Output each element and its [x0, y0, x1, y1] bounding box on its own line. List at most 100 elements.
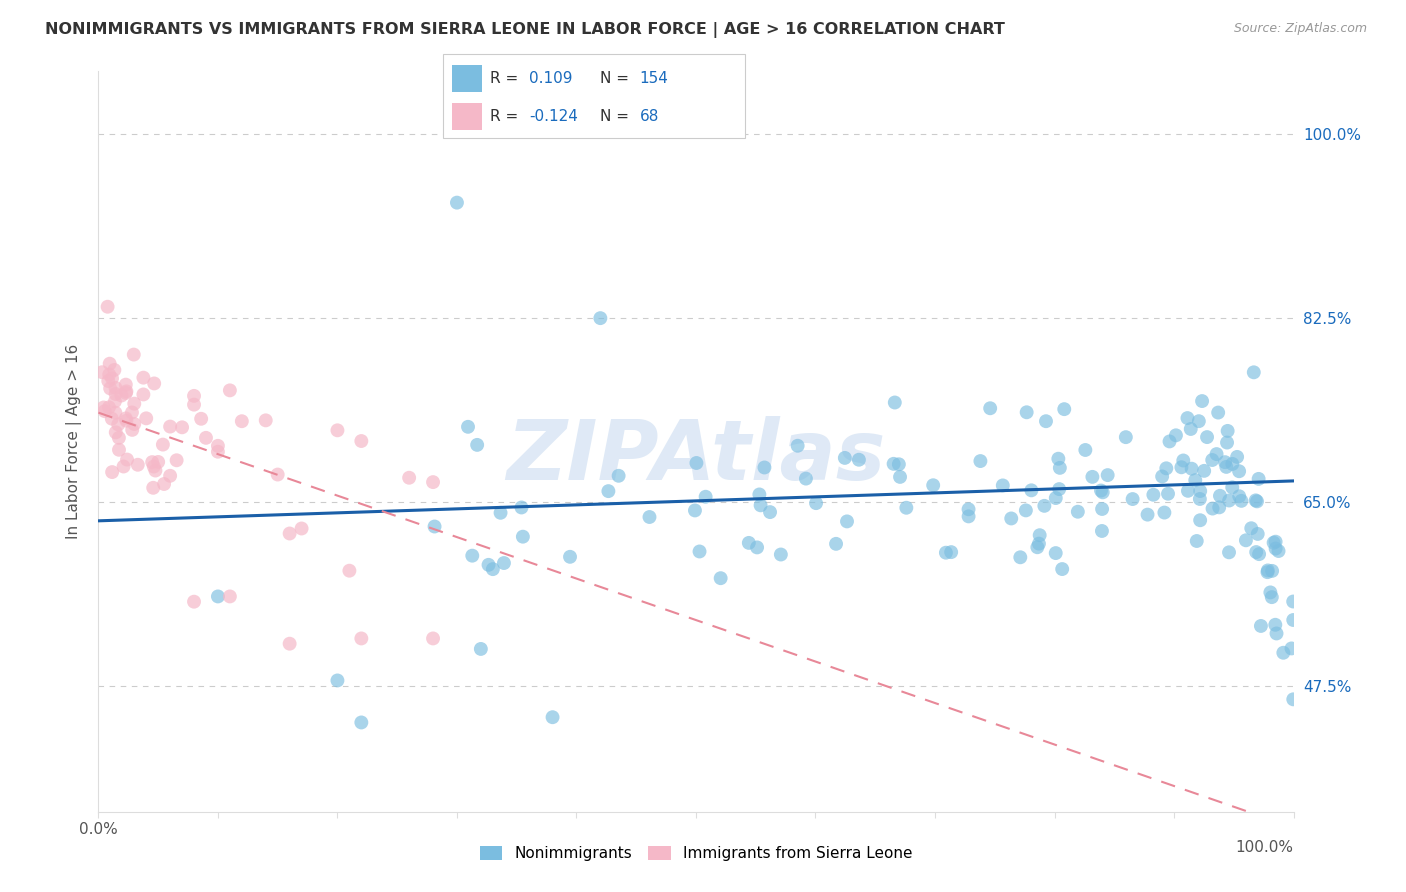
Point [254, 413, 277, 427]
Point [1261, 564, 1284, 578]
Point [1081, 470, 1104, 484]
Point [142, 481, 165, 495]
Point [1184, 473, 1206, 487]
Point [1260, 585, 1282, 599]
Point [1261, 590, 1284, 604]
Point [825, 537, 848, 551]
Point [922, 478, 945, 492]
Point [1180, 422, 1202, 436]
Point [143, 376, 166, 391]
Point [115, 384, 138, 399]
Point [98, 401, 121, 415]
Point [115, 414, 138, 428]
Point [1074, 442, 1097, 457]
Point [207, 439, 229, 453]
Point [446, 195, 468, 210]
Point [115, 452, 138, 467]
Point [422, 632, 444, 646]
Point [1250, 619, 1272, 633]
Point [1026, 540, 1049, 554]
Point [350, 434, 373, 448]
Point [1230, 493, 1253, 508]
Point [145, 464, 167, 478]
Point [1247, 527, 1270, 541]
Point [121, 423, 143, 437]
Point [991, 478, 1014, 492]
Point [1282, 613, 1305, 627]
Point [1227, 489, 1250, 503]
Point [1173, 453, 1195, 467]
Point [1218, 493, 1240, 508]
Point [1218, 545, 1240, 559]
Point [1247, 472, 1270, 486]
Point [1028, 528, 1050, 542]
Point [957, 509, 980, 524]
Point [457, 419, 479, 434]
Point [135, 411, 157, 425]
Point [219, 590, 242, 604]
Point [183, 398, 205, 412]
Text: 68: 68 [640, 109, 659, 124]
Point [1215, 459, 1237, 474]
Point [794, 472, 817, 486]
Point [1035, 414, 1057, 428]
Point [152, 437, 174, 451]
Point [1272, 646, 1295, 660]
Point [103, 363, 125, 377]
Point [887, 458, 910, 472]
Point [101, 465, 124, 479]
Point [1153, 506, 1175, 520]
Point [1227, 464, 1250, 478]
Text: -0.124: -0.124 [529, 109, 578, 124]
Point [339, 564, 361, 578]
Point [104, 394, 127, 409]
Point [598, 484, 620, 499]
Point [114, 377, 136, 392]
Point [786, 439, 808, 453]
Point [1152, 469, 1174, 483]
Point [1115, 430, 1137, 444]
Point [1067, 505, 1090, 519]
Text: NONIMMIGRANTS VS IMMIGRANTS FROM SIERRA LEONE IN LABOR FORCE | AGE > 16 CORRELAT: NONIMMIGRANTS VS IMMIGRANTS FROM SIERRA … [45, 22, 1005, 38]
Point [1156, 461, 1178, 475]
Text: 100.0%: 100.0% [1236, 840, 1294, 855]
Point [172, 420, 194, 434]
Point [219, 384, 242, 398]
Point [108, 431, 131, 445]
Point [969, 454, 991, 468]
Point [104, 387, 127, 401]
Point [638, 510, 661, 524]
Point [101, 371, 124, 385]
Point [104, 406, 127, 420]
Point [350, 632, 373, 646]
Point [326, 423, 349, 437]
Point [1185, 534, 1208, 549]
Point [1000, 511, 1022, 525]
Point [685, 456, 707, 470]
Point [1220, 480, 1243, 494]
Text: N =: N = [600, 70, 628, 86]
Point [1264, 541, 1286, 556]
Point [207, 444, 229, 458]
Point [142, 459, 165, 474]
Point [159, 468, 181, 483]
Point [1097, 468, 1119, 483]
Point [195, 431, 218, 445]
Point [112, 459, 135, 474]
Point [1159, 434, 1181, 449]
Point [183, 389, 205, 403]
Point [114, 411, 136, 425]
Point [1244, 545, 1267, 559]
Point [749, 498, 772, 512]
Point [97, 374, 120, 388]
Point [1206, 406, 1229, 420]
Point [941, 545, 963, 559]
Point [207, 590, 229, 604]
Point [1267, 544, 1289, 558]
Point [1256, 565, 1278, 579]
Point [1201, 453, 1223, 467]
Point [889, 470, 911, 484]
Point [465, 438, 488, 452]
Point [1244, 493, 1267, 508]
Point [1281, 641, 1303, 656]
